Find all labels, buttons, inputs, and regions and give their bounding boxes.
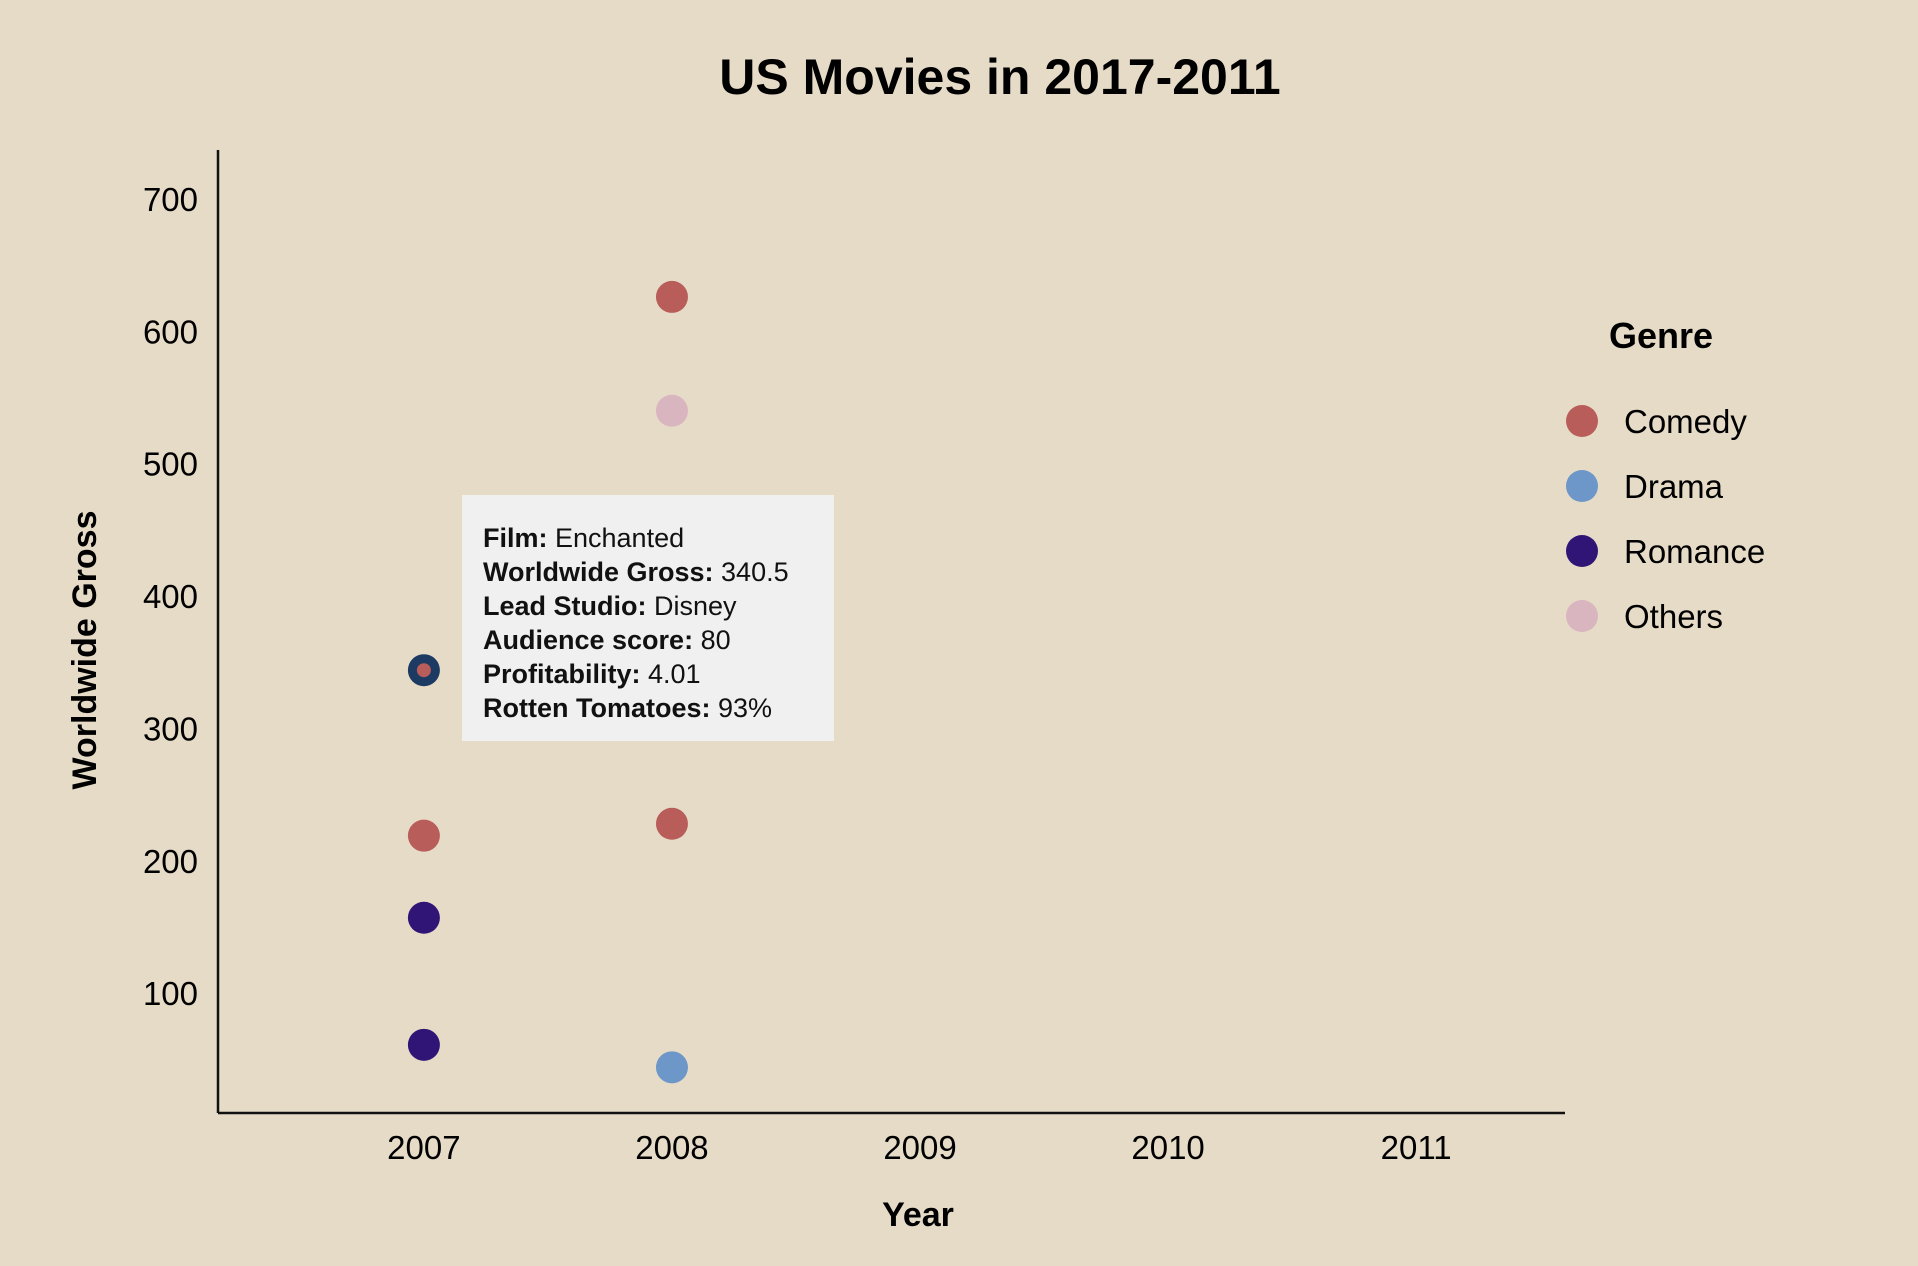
data-point[interactable] <box>655 1051 688 1084</box>
tooltip-row: Film: Enchanted <box>483 521 834 555</box>
y-tick-label: 600 <box>143 313 198 350</box>
tooltip-row: Profitability: 4.01 <box>483 657 834 691</box>
y-tick-labels: 100 200 300 400 500 600 700 <box>143 181 198 1012</box>
legend-marker <box>1566 600 1598 632</box>
tooltip-key: Audience score: <box>483 625 694 655</box>
data-point[interactable] <box>407 901 440 934</box>
tooltip-value: 4.01 <box>640 659 701 689</box>
x-tick-label: 2011 <box>1381 1129 1452 1166</box>
data-point[interactable] <box>655 807 688 840</box>
legend-label: Romance <box>1624 533 1765 570</box>
y-tick-label: 700 <box>143 181 198 218</box>
legend-marker <box>1566 405 1598 437</box>
tooltip-row: Audience score: 80 <box>483 623 834 657</box>
tooltip-row: Lead Studio: Disney <box>483 589 834 623</box>
data-point[interactable] <box>407 819 440 852</box>
tooltip-value: 340.5 <box>713 557 789 587</box>
chart-title: US Movies in 2017-2011 <box>719 49 1280 105</box>
y-tick-label: 500 <box>143 446 198 483</box>
data-point[interactable] <box>407 1028 440 1061</box>
legend-label: Comedy <box>1624 403 1747 440</box>
data-point[interactable] <box>655 280 688 313</box>
tooltip: Film: Enchanted Worldwide Gross: 340.5 Lea… <box>462 495 834 741</box>
data-point[interactable] <box>655 394 688 427</box>
tooltip-value: 93% <box>710 693 773 723</box>
x-tick-label: 2007 <box>387 1129 460 1166</box>
tooltip-row: Rotten Tomatoes: 93% <box>483 691 834 725</box>
x-axis-label: Year <box>882 1196 954 1234</box>
y-axis-label: Worldwide Gross <box>66 511 104 790</box>
highlighted-data-point-core <box>416 663 431 678</box>
legend-marker <box>1566 535 1598 567</box>
y-tick-label: 100 <box>143 975 198 1012</box>
tooltip-row: Worldwide Gross: 340.5 <box>483 555 834 589</box>
tooltip-value: Enchanted <box>547 523 685 553</box>
tooltip-value: Disney <box>646 591 737 621</box>
legend: Genre Comedy Drama Romance Others <box>1566 315 1765 635</box>
axes <box>216 150 1565 1115</box>
x-tick-label: 2009 <box>883 1129 956 1166</box>
tooltip-key: Film: <box>483 523 548 553</box>
tooltip-key: Rotten Tomatoes: <box>483 693 711 723</box>
legend-marker <box>1566 470 1598 502</box>
x-tick-label: 2010 <box>1131 1129 1204 1166</box>
x-tick-labels: 2007 2008 2009 2010 2011 <box>387 1129 1451 1166</box>
data-points <box>407 280 688 1084</box>
legend-label: Others <box>1624 598 1723 635</box>
x-tick-label: 2008 <box>635 1129 708 1166</box>
y-tick-label: 300 <box>143 710 198 747</box>
tooltip-key: Profitability: <box>483 659 641 689</box>
legend-label: Drama <box>1624 468 1724 505</box>
tooltip-key: Lead Studio: <box>483 591 647 621</box>
y-tick-label: 400 <box>143 578 198 615</box>
tooltip-value: 80 <box>693 625 731 655</box>
tooltip-key: Worldwide Gross: <box>483 557 714 587</box>
y-tick-label: 200 <box>143 843 198 880</box>
legend-title: Genre <box>1609 315 1713 356</box>
